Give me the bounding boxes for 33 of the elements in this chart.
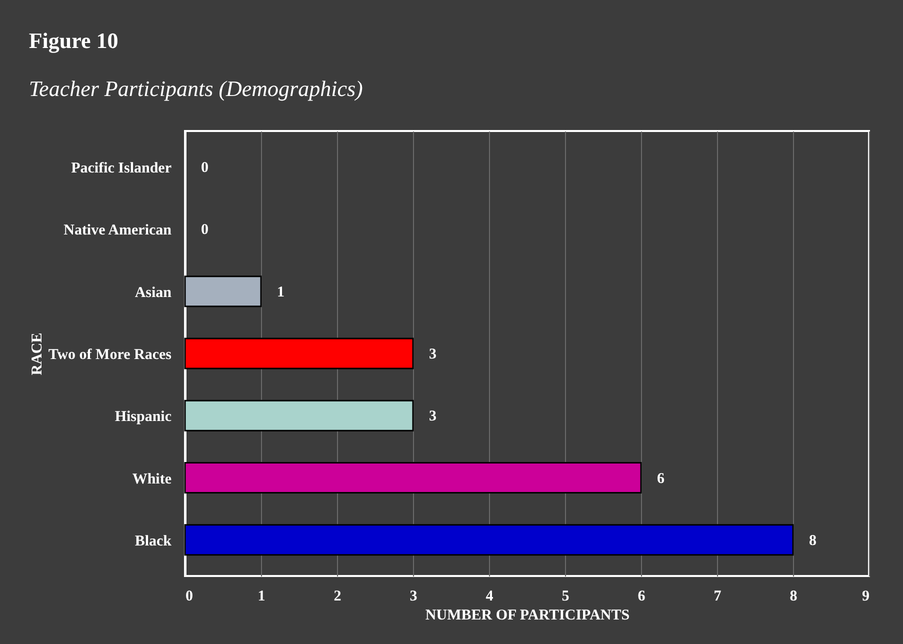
x-tick-label: 9 xyxy=(862,588,870,604)
chart-title: Figure 10 xyxy=(28,28,118,53)
chart-subtitle: Teacher Participants (Demographics) xyxy=(28,76,363,101)
bar xyxy=(184,276,262,308)
data-label: 1 xyxy=(277,284,284,300)
data-label: 8 xyxy=(809,532,816,549)
x-tick-label: 0 xyxy=(186,588,193,604)
data-label: 0 xyxy=(201,222,208,238)
bar xyxy=(184,524,794,556)
y-tick-label: Pacific Islander xyxy=(71,160,172,177)
y-tick-label: Hispanic xyxy=(114,409,172,426)
data-label: 0 xyxy=(201,160,208,176)
x-axis-title: NUMBER OF PARTICIPANTS xyxy=(425,608,630,624)
y-tick-label: Asian xyxy=(134,284,172,301)
y-tick-label: Black xyxy=(134,533,172,550)
x-tick-label: 7 xyxy=(714,588,722,604)
y-tick-label: White xyxy=(132,471,172,488)
data-label: 3 xyxy=(429,408,436,425)
bar xyxy=(184,462,642,494)
y-axis-title: RACE xyxy=(29,332,46,376)
x-tick-label: 4 xyxy=(486,588,494,604)
x-tick-label: 8 xyxy=(790,588,798,604)
x-tick-label: 5 xyxy=(562,588,570,604)
x-tick-label: 3 xyxy=(410,588,418,604)
x-tick-label: 2 xyxy=(334,588,342,604)
x-tick-label: 1 xyxy=(258,588,266,604)
y-tick-label: Two of More Races xyxy=(48,347,172,363)
y-tick-label: Native American xyxy=(64,222,172,239)
bar xyxy=(184,338,414,370)
data-label: 6 xyxy=(657,470,665,487)
x-tick-label: 6 xyxy=(638,588,646,604)
bar xyxy=(184,400,414,432)
data-label: 3 xyxy=(429,346,436,362)
